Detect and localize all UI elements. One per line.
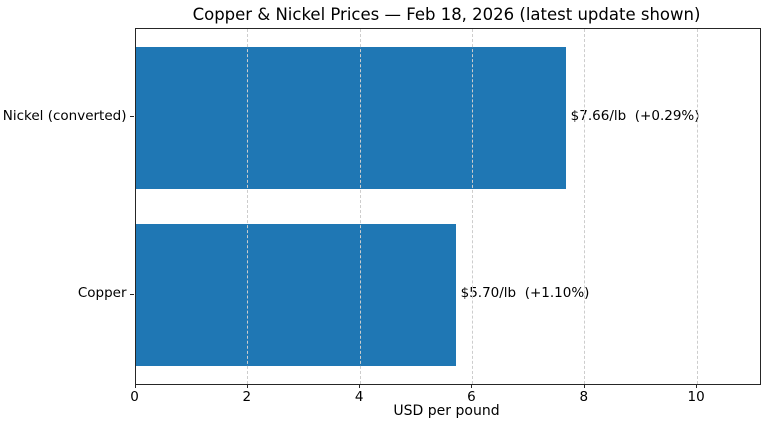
gridline-x-8 — [584, 29, 586, 384]
gridline-x-4 — [359, 29, 361, 384]
y-category-label: Copper — [77, 285, 127, 302]
x-tick-mark — [246, 384, 248, 388]
bar-0 — [135, 46, 566, 189]
x-tick-mark — [359, 384, 361, 388]
bar-1 — [135, 224, 456, 367]
x-tick-label: 8 — [579, 389, 589, 405]
y-category-label: Nickel (converted) — [2, 107, 127, 124]
x-tick-label: 6 — [467, 389, 476, 405]
x-tick-label: 0 — [130, 389, 139, 405]
x-axis-label: USD per pound — [393, 403, 500, 419]
gridline-x-10 — [696, 29, 698, 384]
chart-title: Copper & Nickel Prices — Feb 18, 2026 (l… — [192, 5, 701, 24]
gridline-x-6 — [471, 29, 473, 384]
x-tick-mark — [696, 384, 698, 388]
x-tick-mark — [134, 384, 136, 388]
gridline-x-2 — [247, 29, 249, 384]
x-tick-label: 4 — [354, 389, 364, 405]
bar-value-label: $5.70/lb (+1.10%) — [460, 285, 590, 302]
plot-area — [134, 28, 761, 385]
x-tick-mark — [471, 384, 473, 388]
x-tick-label: 2 — [242, 389, 252, 405]
x-tick-label: 10 — [687, 389, 705, 405]
bar-value-label: $7.66/lb (+0.29%) — [570, 107, 700, 124]
y-tick-mark — [130, 116, 134, 118]
y-tick-mark — [130, 293, 134, 295]
x-tick-mark — [583, 384, 585, 388]
